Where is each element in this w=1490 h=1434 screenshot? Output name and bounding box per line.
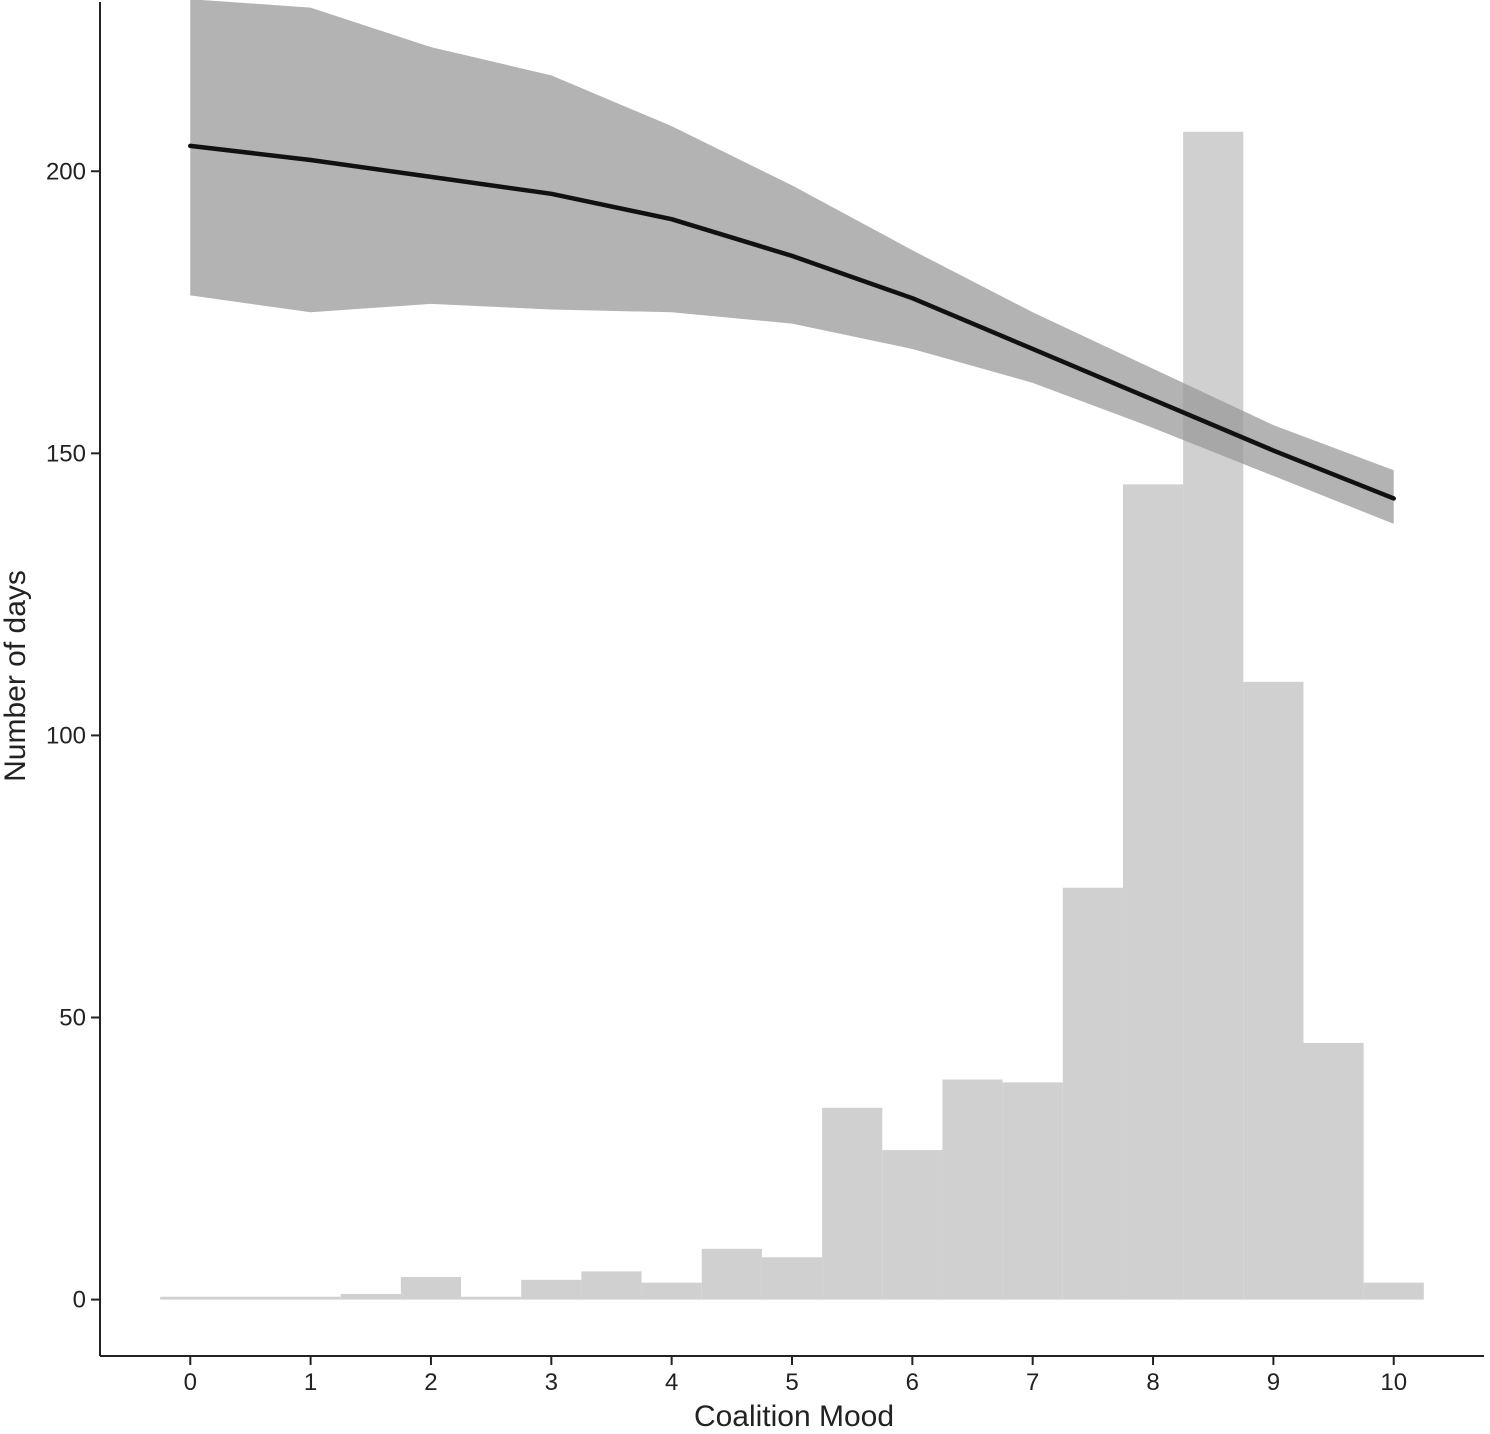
histogram-bar bbox=[521, 1279, 582, 1300]
x-tick-label: 1 bbox=[304, 1369, 317, 1396]
x-tick-label: 4 bbox=[665, 1369, 678, 1396]
histogram-bar bbox=[822, 1107, 883, 1300]
histogram-bar bbox=[220, 1296, 281, 1300]
y-tick-label: 150 bbox=[46, 440, 86, 467]
histogram-bar bbox=[1183, 131, 1244, 1300]
histogram-bars bbox=[160, 131, 1424, 1300]
histogram-bar bbox=[400, 1277, 462, 1300]
histogram-bar bbox=[1002, 1082, 1063, 1300]
y-axis-ticks: 0 50 100 150 200 bbox=[46, 158, 100, 1314]
histogram-bar bbox=[701, 1248, 762, 1300]
y-tick-label: 100 bbox=[46, 722, 86, 749]
histogram-bar bbox=[581, 1271, 642, 1300]
y-tick-label: 200 bbox=[46, 158, 86, 185]
x-tick-label: 5 bbox=[785, 1369, 798, 1396]
x-tick-label: 8 bbox=[1146, 1369, 1159, 1396]
histogram-bar bbox=[1062, 887, 1123, 1300]
x-tick-label: 0 bbox=[184, 1369, 197, 1396]
x-axis-ticks: 0 1 2 3 4 5 6 7 8 9 10 bbox=[184, 1356, 1407, 1396]
x-tick-label: 6 bbox=[906, 1369, 919, 1396]
x-tick-label: 9 bbox=[1267, 1369, 1280, 1396]
histogram-bar bbox=[882, 1150, 943, 1300]
histogram-bar bbox=[942, 1079, 1003, 1300]
histogram-bar bbox=[1363, 1282, 1424, 1300]
confidence-band-layer bbox=[190, 0, 1394, 524]
histogram-bar bbox=[461, 1296, 522, 1300]
histogram-bar bbox=[1122, 484, 1184, 1300]
x-tick-label: 7 bbox=[1026, 1369, 1039, 1396]
histogram-bar bbox=[641, 1282, 702, 1300]
x-tick-label: 10 bbox=[1380, 1369, 1407, 1396]
y-tick-label: 50 bbox=[59, 1005, 86, 1032]
histogram-bar bbox=[761, 1257, 823, 1300]
confidence-band bbox=[190, 0, 1394, 524]
fit-line-layer bbox=[188, 143, 1396, 501]
histogram-bar bbox=[1243, 681, 1304, 1300]
histogram-bar bbox=[280, 1296, 341, 1300]
x-axis-title: Coalition Mood bbox=[694, 1400, 894, 1429]
histogram-bar bbox=[1303, 1042, 1364, 1300]
histogram-bar bbox=[340, 1293, 401, 1300]
x-tick-label: 3 bbox=[545, 1369, 558, 1396]
y-axis-title: Number of days bbox=[0, 570, 32, 782]
histogram-bar bbox=[160, 1296, 221, 1300]
y-tick-label: 0 bbox=[73, 1287, 86, 1314]
x-tick-label: 2 bbox=[424, 1369, 437, 1396]
fit-line bbox=[188, 143, 1396, 501]
